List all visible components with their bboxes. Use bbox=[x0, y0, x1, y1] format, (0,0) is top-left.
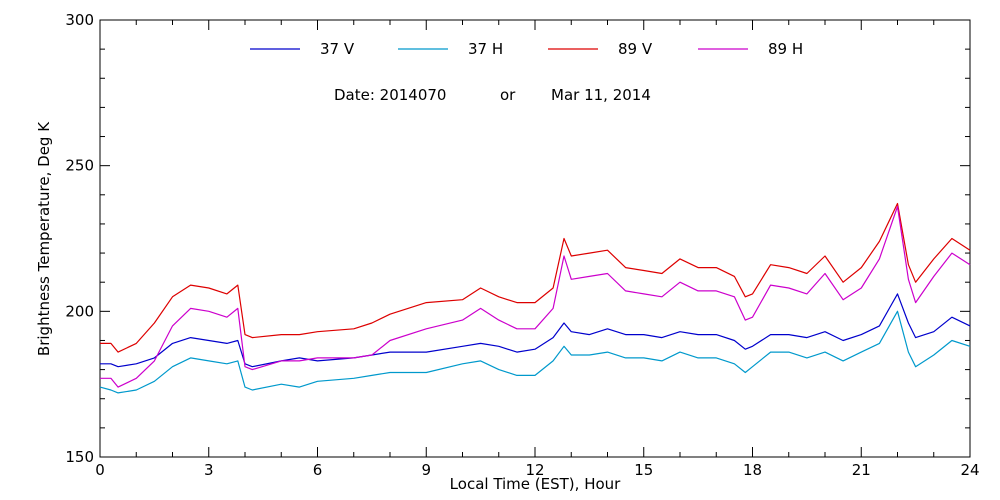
plot-frame bbox=[99, 19, 971, 458]
legend: 37 V 37 H 89 V 89 H bbox=[250, 40, 803, 58]
series-lines bbox=[99, 202, 971, 394]
series-line-37-v bbox=[100, 293, 971, 368]
x-tick-label: 18 bbox=[743, 461, 762, 479]
x-tick-label: 9 bbox=[421, 461, 431, 479]
date-text: Mar 11, 2014 bbox=[551, 86, 651, 104]
x-tick-label: 24 bbox=[960, 461, 979, 479]
x-tick-label: 3 bbox=[204, 461, 214, 479]
x-tick-label: 21 bbox=[852, 461, 871, 479]
date-or: or bbox=[500, 86, 516, 104]
axis-ticks: 0 3 6 9 12 15 18 21 24 150 200 250 300 bbox=[65, 11, 979, 479]
y-tick-label: 300 bbox=[65, 11, 94, 29]
legend-label: 89 H bbox=[768, 40, 803, 58]
x-tick-label: 12 bbox=[525, 461, 544, 479]
series-line-89-v bbox=[100, 202, 971, 353]
legend-label: 37 V bbox=[320, 40, 355, 58]
series-line-89-h bbox=[100, 205, 971, 388]
series-line-37-h bbox=[99, 310, 971, 394]
y-tick-label: 200 bbox=[65, 302, 94, 320]
y-axis-label: Brightness Temperature, Deg K bbox=[35, 121, 53, 356]
x-tick-label: 15 bbox=[634, 461, 653, 479]
x-axis-label: Local Time (EST), Hour bbox=[450, 475, 621, 493]
legend-label: 89 V bbox=[618, 40, 653, 58]
y-tick-label: 250 bbox=[65, 157, 94, 175]
x-tick-label: 0 bbox=[95, 461, 105, 479]
y-tick-label: 150 bbox=[65, 448, 94, 466]
legend-label: 37 H bbox=[468, 40, 503, 58]
date-label: Date: 2014070 bbox=[334, 86, 446, 104]
x-tick-label: 6 bbox=[313, 461, 323, 479]
